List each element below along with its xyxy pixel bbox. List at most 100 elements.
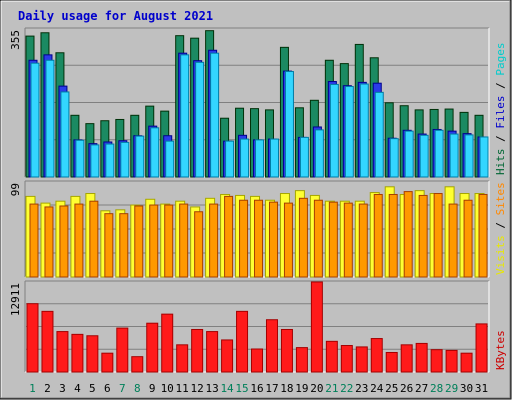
bar-mid-sites-day-7 bbox=[119, 213, 129, 278]
bar-bot-kbytes-day-31 bbox=[475, 323, 488, 373]
x-tick-day-13: 13 bbox=[205, 382, 218, 395]
bar-mid-sites-day-23 bbox=[358, 203, 368, 278]
bar-top-pages-day-11 bbox=[180, 54, 190, 178]
bar-bot-kbytes-day-23 bbox=[355, 346, 368, 373]
bar-bot-kbytes-day-18 bbox=[280, 328, 293, 373]
bar-mid-sites-day-3 bbox=[59, 205, 69, 278]
panel-top: 355 Hits / Files / Pages bbox=[9, 27, 507, 178]
bar-top-pages-day-4 bbox=[75, 139, 85, 178]
bar-mid-sites-day-13 bbox=[209, 203, 219, 278]
bar-top-pages-day-27 bbox=[419, 134, 429, 178]
panel-top-legend-1: / bbox=[494, 129, 507, 149]
bar-top-pages-day-10 bbox=[165, 140, 175, 178]
bar-mid-sites-day-18 bbox=[283, 202, 293, 278]
bar-mid-sites-day-27 bbox=[418, 194, 428, 278]
x-tick-day-28: 28 bbox=[430, 382, 443, 395]
panel-mid: 99 Visits / Sites bbox=[9, 180, 507, 278]
panel-bot-max-label: 12911 bbox=[9, 283, 22, 316]
bar-bot-kbytes-day-21 bbox=[325, 340, 338, 373]
bar-top-pages-day-2 bbox=[45, 59, 55, 178]
panel-bot-side-legend: KBytes bbox=[494, 330, 507, 370]
x-axis-labels: 1 2 3 4 5 6 7 8 9 10 11 12 13 14 15 16 17 18 19 20 21 22 23 24 2… bbox=[29, 382, 488, 395]
bar-bot-kbytes-day-22 bbox=[340, 345, 353, 373]
x-tick-day-11: 11 bbox=[176, 382, 189, 395]
x-tick-day-29: 29 bbox=[445, 382, 458, 395]
bar-bot-kbytes-day-11 bbox=[176, 344, 189, 373]
chart-title: Daily usage for August 2021 bbox=[18, 9, 213, 23]
x-tick-day-25: 25 bbox=[385, 382, 398, 395]
x-tick-day-9: 9 bbox=[149, 382, 156, 395]
bar-bot-kbytes-day-25 bbox=[385, 351, 398, 373]
bar-top-pages-day-26 bbox=[404, 130, 414, 178]
bar-top-pages-day-30 bbox=[464, 134, 474, 178]
bar-mid-sites-day-31 bbox=[478, 193, 488, 278]
panel-mid-legend-0: Visits bbox=[494, 235, 507, 275]
bar-bot-kbytes-day-2 bbox=[41, 310, 54, 373]
panel-mid-legend-2: Sites bbox=[494, 182, 507, 215]
bar-bot-kbytes-day-1 bbox=[26, 303, 39, 373]
x-tick-day-2: 2 bbox=[44, 382, 51, 395]
bar-bot-kbytes-day-9 bbox=[146, 322, 159, 373]
bar-top-pages-day-3 bbox=[60, 91, 70, 178]
bar-mid-sites-day-26 bbox=[403, 191, 413, 278]
bar-top-pages-day-8 bbox=[135, 135, 145, 178]
x-tick-day-23: 23 bbox=[355, 382, 368, 395]
x-tick-day-26: 26 bbox=[400, 382, 413, 395]
bar-top-pages-day-19 bbox=[299, 136, 309, 178]
bar-top-pages-day-12 bbox=[195, 61, 205, 178]
panel-mid-side-legend: Visits / Sites bbox=[494, 182, 507, 275]
bar-mid-sites-day-30 bbox=[463, 199, 473, 278]
bar-bot-kbytes-day-26 bbox=[400, 344, 413, 373]
chart-panels: 355 Hits / Files / Pages 99 Visits / Sites 1… bbox=[9, 27, 507, 373]
x-tick-day-20: 20 bbox=[310, 382, 323, 395]
bar-bot-kbytes-day-6 bbox=[101, 352, 114, 373]
panel-bot-legend-0: KBytes bbox=[494, 330, 507, 370]
x-tick-day-30: 30 bbox=[460, 382, 473, 395]
bar-top-pages-day-29 bbox=[449, 133, 459, 178]
bar-bot-kbytes-day-17 bbox=[265, 319, 278, 373]
bar-mid-sites-day-2 bbox=[44, 206, 54, 278]
bar-mid-sites-day-1 bbox=[29, 203, 39, 278]
bar-mid-sites-day-8 bbox=[134, 205, 144, 278]
bar-bot-kbytes-day-28 bbox=[430, 349, 443, 373]
bar-mid-sites-day-10 bbox=[164, 204, 174, 278]
x-tick-day-16: 16 bbox=[250, 382, 263, 395]
panel-top-side-legend: Hits / Files / Pages bbox=[494, 43, 507, 176]
bar-mid-sites-day-16 bbox=[254, 199, 264, 278]
panel-top-legend-4: Pages bbox=[494, 43, 507, 76]
bar-mid-sites-day-11 bbox=[179, 203, 189, 278]
bar-bot-kbytes-day-5 bbox=[86, 335, 99, 373]
x-tick-day-3: 3 bbox=[59, 382, 66, 395]
bar-top-pages-day-31 bbox=[479, 136, 489, 178]
bar-bot-kbytes-day-10 bbox=[161, 313, 174, 373]
x-tick-day-22: 22 bbox=[340, 382, 353, 395]
bar-bot-kbytes-day-15 bbox=[236, 310, 249, 373]
x-tick-day-31: 31 bbox=[475, 382, 488, 395]
bar-top-pages-day-6 bbox=[105, 143, 115, 178]
x-tick-day-6: 6 bbox=[104, 382, 111, 395]
x-tick-day-8: 8 bbox=[134, 382, 141, 395]
bar-mid-sites-day-15 bbox=[239, 199, 249, 278]
x-tick-day-27: 27 bbox=[415, 382, 428, 395]
bar-mid-sites-day-19 bbox=[298, 197, 308, 278]
x-tick-day-21: 21 bbox=[325, 382, 338, 395]
bar-mid-sites-day-21 bbox=[328, 201, 338, 278]
bar-top-pages-day-17 bbox=[269, 138, 279, 178]
bar-top-pages-day-22 bbox=[344, 86, 354, 178]
bar-bot-kbytes-day-4 bbox=[71, 333, 84, 373]
bar-top-pages-day-14 bbox=[225, 140, 235, 178]
x-tick-day-14: 14 bbox=[220, 382, 234, 395]
bar-bot-kbytes-day-16 bbox=[251, 348, 264, 373]
x-tick-day-19: 19 bbox=[295, 382, 308, 395]
bar-bot-kbytes-day-12 bbox=[191, 328, 204, 373]
bar-top-pages-day-25 bbox=[389, 138, 399, 178]
bar-bot-kbytes-day-24 bbox=[370, 338, 383, 373]
bar-top-pages-day-1 bbox=[30, 62, 40, 178]
panel-top-legend-0: Hits bbox=[494, 149, 507, 176]
x-tick-day-10: 10 bbox=[161, 382, 174, 395]
bar-mid-sites-day-9 bbox=[149, 204, 159, 278]
bar-bot-kbytes-day-30 bbox=[460, 352, 473, 373]
bar-mid-sites-day-17 bbox=[268, 201, 278, 278]
bar-top-pages-day-15 bbox=[240, 138, 250, 178]
